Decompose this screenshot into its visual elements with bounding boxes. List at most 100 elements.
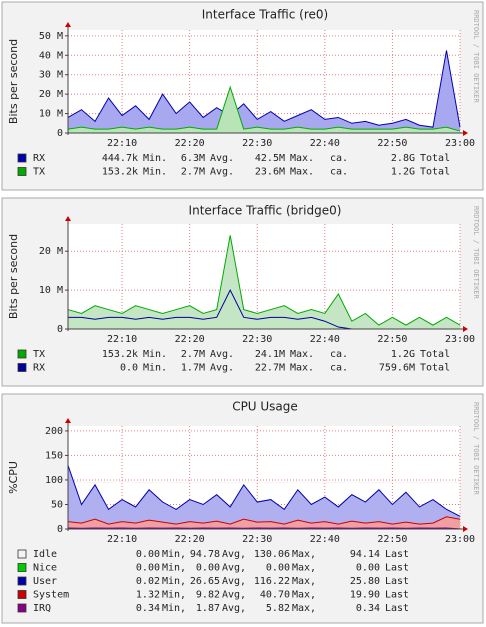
legend-name: IRQ bbox=[33, 603, 51, 614]
legend-stat-label: Avg, bbox=[222, 563, 246, 574]
x-tick-label: 22:50 bbox=[377, 334, 407, 345]
legend-stat: 0.00 bbox=[266, 563, 290, 574]
legend-name: Idle bbox=[33, 549, 57, 560]
legend-stat-label: Max. bbox=[290, 153, 314, 164]
y-arrow bbox=[65, 216, 71, 221]
x-tick-label: 22:30 bbox=[242, 534, 272, 545]
legend-stat-label: Max, bbox=[292, 563, 316, 574]
y-axis-label: Bits per second bbox=[7, 39, 20, 124]
legend-stat: 5.82 bbox=[266, 603, 290, 614]
legend-stat: 24.1M bbox=[255, 349, 285, 360]
legend-stat-label: ca. bbox=[330, 167, 348, 178]
area bbox=[68, 465, 460, 529]
legend-stat: 1.32 bbox=[136, 590, 160, 601]
series-line bbox=[67, 85, 461, 132]
legend-stat: 25.80 bbox=[350, 576, 380, 587]
legend-swatch bbox=[17, 576, 27, 586]
legend-stat: 1.87 bbox=[196, 603, 220, 614]
legend-name: TX bbox=[33, 349, 45, 360]
legend-stat: 116.22 bbox=[254, 576, 290, 587]
legend-stat-label: Avg. bbox=[210, 363, 234, 374]
legend-stat: 40.70 bbox=[260, 590, 290, 601]
legend-stat: 2.8G bbox=[391, 153, 415, 164]
x-arrow bbox=[463, 526, 468, 532]
legend-stat: 6.3M bbox=[181, 153, 205, 164]
legend-stat-label: Min, bbox=[162, 576, 186, 587]
watermark: RRDTOOL / TOBI OETIKER bbox=[472, 10, 480, 104]
x-tick-label: 22:20 bbox=[175, 534, 205, 545]
legend-stat-label: Avg. bbox=[210, 349, 234, 360]
legend-stat: 0.00 bbox=[356, 563, 380, 574]
legend-stat-label: Avg. bbox=[210, 167, 234, 178]
legend-stat: 153.2k bbox=[102, 167, 138, 178]
series-line bbox=[67, 480, 461, 484]
x-arrow bbox=[463, 326, 468, 332]
legend-stat-label: Max, bbox=[292, 590, 316, 601]
legend-stat: 2.7M bbox=[181, 349, 205, 360]
legend-stat-label: Min. bbox=[143, 167, 167, 178]
legend-stat-label: Avg, bbox=[222, 590, 246, 601]
y-axis-label: %CPU bbox=[7, 461, 20, 494]
x-tick-label: 22:40 bbox=[310, 334, 340, 345]
x-tick-label: 22:20 bbox=[175, 138, 205, 149]
legend-stat-label: Min. bbox=[143, 349, 167, 360]
legend-stat-label: Min, bbox=[162, 549, 186, 560]
y-arrow bbox=[65, 22, 71, 27]
y-tick-label: 40 M bbox=[39, 50, 63, 61]
x-tick-label: 22:50 bbox=[377, 138, 407, 149]
legend-stat: 444.7k bbox=[102, 153, 138, 164]
legend-swatch bbox=[17, 603, 27, 613]
x-tick-label: 22:40 bbox=[310, 138, 340, 149]
legend-stat-label: Min, bbox=[162, 603, 186, 614]
legend-swatch bbox=[17, 549, 27, 559]
legend-name: User bbox=[33, 576, 57, 587]
watermark: RRDTOOL / TOBI OETIKER bbox=[472, 206, 480, 300]
legend-swatch bbox=[17, 349, 27, 359]
legend-stat: 19.90 bbox=[350, 590, 380, 601]
legend-stat: 759.6M bbox=[379, 363, 415, 374]
legend-swatch bbox=[17, 153, 27, 163]
legend-stat-label: ca. bbox=[330, 363, 348, 374]
legend-stat: 1.2G bbox=[391, 349, 415, 360]
legend-stat: 2.7M bbox=[181, 167, 205, 178]
legend-stat: 0.00 bbox=[136, 549, 160, 560]
legend-stat: 23.6M bbox=[255, 167, 285, 178]
series-line bbox=[67, 50, 461, 128]
legend-stat-label: Max. bbox=[290, 167, 314, 178]
y-tick-label: 10 M bbox=[39, 109, 63, 120]
legend-stat-label: ca. bbox=[330, 153, 348, 164]
area bbox=[68, 50, 460, 134]
legend-stat-label: Min. bbox=[143, 153, 167, 164]
legend-stat-label: Avg, bbox=[222, 603, 246, 614]
y-tick-label: 0 bbox=[57, 128, 63, 139]
chart-title: CPU Usage bbox=[232, 400, 298, 414]
legend-name: RX bbox=[33, 153, 45, 164]
x-tick-label: 23:00 bbox=[445, 138, 475, 149]
legend-stat: 94.78 bbox=[190, 549, 220, 560]
legend-stat-label: Last bbox=[385, 563, 409, 574]
legend-stat: 1.7M bbox=[181, 363, 205, 374]
legend-stat-label: Total bbox=[420, 153, 450, 164]
y-tick-label: 50 M bbox=[39, 31, 63, 42]
legend-stat: 9.82 bbox=[196, 590, 220, 601]
chart-title: Interface Traffic (bridge0) bbox=[189, 204, 342, 218]
legend-name: Nice bbox=[33, 563, 57, 574]
y-tick-label: 20 M bbox=[39, 89, 63, 100]
y-tick-label: 10 M bbox=[39, 285, 63, 296]
legend-stat-label: Avg, bbox=[222, 576, 246, 587]
legend-stat-label: Avg, bbox=[222, 549, 246, 560]
legend-stat: 1.2G bbox=[391, 167, 415, 178]
legend-stat: 94.14 bbox=[350, 549, 380, 560]
legend-swatch bbox=[17, 363, 27, 372]
legend-stat: 0.02 bbox=[136, 576, 160, 587]
x-tick-label: 22:10 bbox=[107, 334, 137, 345]
legend-stat: 26.65 bbox=[190, 576, 220, 587]
y-tick-label: 30 M bbox=[39, 70, 63, 81]
legend-name: RX bbox=[33, 363, 45, 374]
legend-stat-label: Min, bbox=[162, 590, 186, 601]
legend-stat: 0.0 bbox=[120, 363, 138, 374]
y-axis-label: Bits per second bbox=[7, 234, 20, 319]
legend-stat: 0.34 bbox=[136, 603, 160, 614]
legend-stat: 42.5M bbox=[255, 153, 285, 164]
